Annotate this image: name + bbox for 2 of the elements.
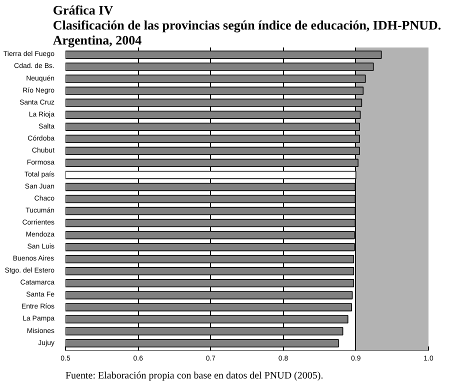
source-note: Fuente: Elaboración propia con base en datos del PNUD (2005). xyxy=(66,370,324,382)
chart-title: Gráfica IV Clasificación de las provincias según índice de educación, IDH-PNUD. Argentina, 2004 xyxy=(52,2,442,48)
